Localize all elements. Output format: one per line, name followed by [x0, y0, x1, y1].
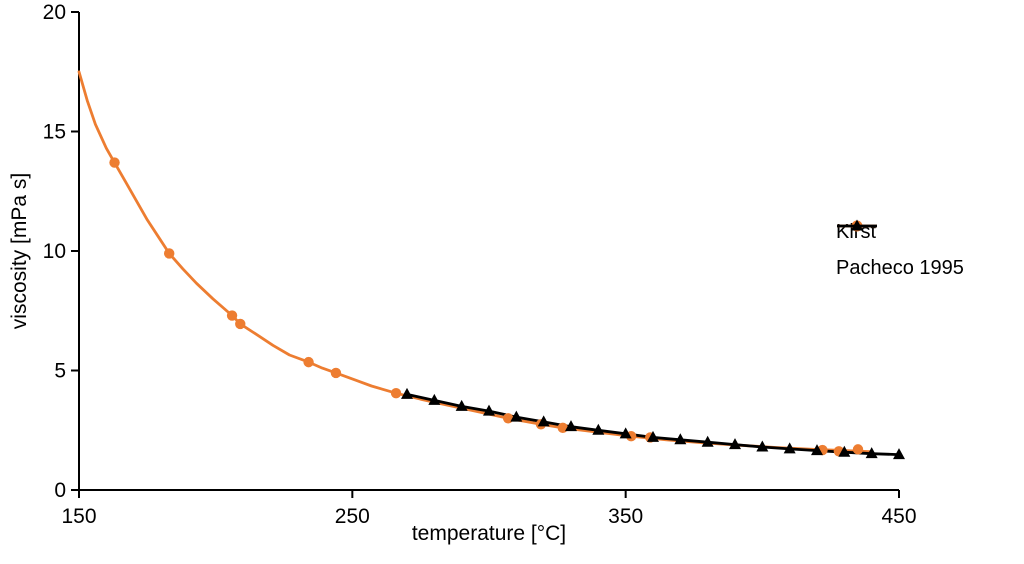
y-axis-title: viscosity [mPa s] [8, 172, 31, 330]
x-tick-label: 450 [881, 505, 916, 528]
x-tick-label: 250 [335, 505, 370, 528]
y-tick-label: 15 [43, 121, 66, 144]
axes [78, 12, 899, 491]
x-tick-label: 150 [61, 505, 96, 528]
legend: Kirst Pacheco 1995 [836, 218, 964, 282]
y-tick-label: 5 [54, 360, 66, 383]
x-tick-label: 350 [608, 505, 643, 528]
x-axis-title: temperature [°C] [411, 522, 567, 545]
pacheco-line-triangle-icon [837, 219, 877, 231]
legend-label-pacheco: Pacheco 1995 [836, 256, 964, 279]
y-tick-label: 0 [54, 479, 66, 502]
x-axis-ticks: 150 250 350 450 [61, 490, 917, 528]
y-tick-label: 10 [43, 240, 66, 263]
series-markers-1 [401, 387, 905, 460]
series-line-0 [77, 70, 874, 454]
y-axis-ticks: 0 5 10 15 20 [43, 1, 79, 502]
y-tick-label: 20 [43, 1, 66, 24]
series-line-1 [405, 392, 901, 457]
legend-item-pacheco: Pacheco 1995 [836, 219, 964, 282]
